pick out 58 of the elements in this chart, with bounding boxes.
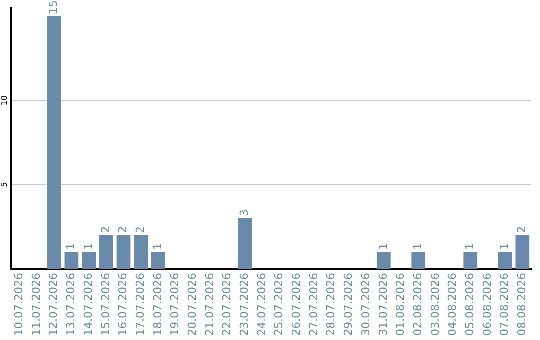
bar [498, 252, 512, 270]
x-tick-label: 29.07.2026 [342, 273, 356, 336]
bar [151, 252, 166, 270]
bar [464, 252, 478, 270]
x-tick-label: 22.07.2026 [220, 273, 234, 336]
x-tick-label: 14.07.2026 [82, 273, 95, 336]
bar [238, 218, 252, 270]
x-tick-label: 20.07.2026 [186, 273, 199, 336]
bar [116, 235, 131, 270]
x-tick-label: 04.08.2026 [446, 273, 460, 336]
data-label: 1 [411, 243, 424, 250]
x-tick-label: 25.07.2026 [272, 273, 286, 336]
data-label: 2 [516, 226, 529, 234]
data-label: 1 [82, 243, 95, 250]
x-tick-label: 07.08.2026 [498, 273, 512, 336]
bar [82, 252, 96, 270]
x-tick-label: 31.07.2026 [376, 273, 390, 336]
bar [99, 235, 114, 270]
data-label: 15 [47, 0, 60, 14]
bar [47, 16, 62, 270]
x-tick-label: 19.07.2026 [168, 273, 182, 336]
bar [376, 252, 391, 270]
x-tick-label: 01.08.2026 [394, 273, 408, 336]
data-label: 1 [151, 243, 164, 250]
x-tick-label: 08.08.2026 [516, 273, 529, 336]
bar [412, 252, 426, 270]
bar [516, 235, 530, 270]
data-label: 2 [134, 226, 147, 234]
x-tick-label: 03.08.2026 [428, 273, 442, 336]
x-tick-label: 10.07.2026 [12, 273, 26, 336]
bar [64, 252, 79, 270]
data-label: 2 [116, 226, 130, 234]
data-label: 1 [498, 243, 512, 250]
y-tick-label: 10 [0, 96, 10, 106]
data-label: 1 [376, 243, 390, 250]
bar [134, 235, 148, 270]
x-tick-label: 27.07.2026 [307, 273, 320, 336]
data-label: 1 [463, 243, 476, 250]
x-tick-label: 21.07.2026 [203, 273, 216, 336]
x-tick-label: 15.07.2026 [99, 273, 112, 336]
y-tick-label: 5 [0, 182, 10, 188]
x-tick-label: 28.07.2026 [324, 273, 338, 336]
x-tick-label: 12.07.2026 [47, 273, 60, 336]
x-tick-label: 16.07.2026 [116, 273, 130, 336]
x-tick-label: 02.08.2026 [411, 273, 424, 336]
x-tick-label: 24.07.2026 [255, 273, 268, 336]
x-tick-label: 18.07.2026 [151, 273, 164, 336]
x-tick-label: 26.07.2026 [290, 273, 304, 336]
x-tick-label: 06.08.2026 [480, 273, 494, 336]
x-tick-label: 30.07.2026 [359, 273, 372, 336]
x-tick-label: 17.07.2026 [134, 273, 147, 336]
data-label: 2 [99, 226, 112, 234]
data-label: 1 [64, 243, 78, 250]
x-tick-label: 05.08.2026 [463, 273, 476, 336]
x-tick-label: 11.07.2026 [30, 273, 43, 336]
x-tick-label: 23.07.2026 [238, 273, 252, 336]
data-label: 3 [238, 210, 252, 216]
x-tick-label: 13.07.2026 [64, 273, 78, 336]
